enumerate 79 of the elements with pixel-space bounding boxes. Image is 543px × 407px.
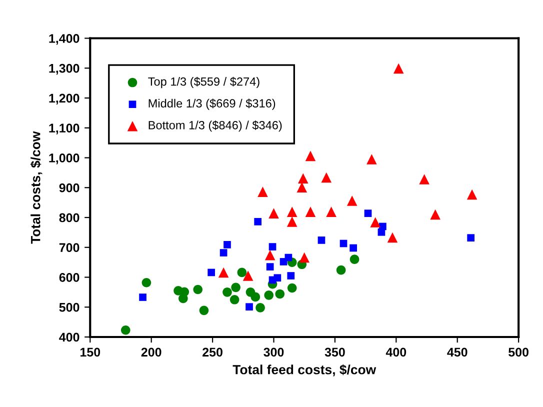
y-tick-label: 400 [59, 332, 80, 342]
point [366, 154, 377, 164]
point [254, 218, 262, 226]
point [305, 150, 316, 162]
point [287, 272, 295, 280]
x-tick-label: 450 [447, 348, 468, 357]
point [284, 254, 292, 262]
x-tick-label: 250 [202, 348, 222, 357]
point [231, 282, 240, 292]
point [264, 250, 276, 260]
point [467, 234, 474, 242]
point [178, 294, 188, 304]
legend-label: Middle 1/3 ($669 / $316) [148, 98, 276, 110]
point [274, 274, 282, 282]
point [286, 206, 298, 217]
point [237, 268, 247, 278]
point [250, 292, 260, 302]
point [222, 288, 232, 297]
x-tick-label: 400 [386, 348, 406, 357]
point [287, 283, 297, 293]
point [120, 325, 130, 335]
point [299, 252, 310, 263]
y-tick-label: 1,100 [49, 124, 80, 134]
x-axis-title: Total feed costs, $/cow [232, 364, 376, 376]
y-tick-label: 1,400 [49, 34, 80, 45]
point [296, 182, 308, 192]
point [218, 267, 229, 278]
point [378, 228, 386, 236]
y-tick-label: 1,000 [49, 154, 80, 164]
point [199, 306, 209, 316]
point [230, 294, 240, 304]
point [242, 270, 254, 281]
point [305, 206, 316, 217]
point [364, 210, 372, 217]
point [346, 196, 358, 206]
y-tick-label: 1,200 [49, 94, 80, 104]
point [142, 278, 152, 288]
point [224, 241, 231, 248]
point [220, 249, 228, 256]
point [318, 236, 326, 244]
point [266, 263, 274, 270]
point [387, 232, 398, 243]
x-tick-label: 350 [324, 348, 345, 357]
y-axis-title: Total costs, $/cow [30, 131, 42, 244]
point [264, 290, 274, 300]
legend-label: Bottom 1/3 ($846) / $346) [148, 120, 282, 132]
y-tick-label: 700 [59, 243, 80, 252]
point [268, 208, 279, 218]
point [286, 216, 298, 227]
point [256, 303, 265, 312]
x-tick-label: 200 [141, 348, 162, 357]
point [321, 172, 332, 183]
point [393, 63, 404, 74]
x-tick-label: 150 [80, 348, 100, 357]
point [298, 173, 308, 184]
point [275, 289, 285, 299]
point [350, 244, 357, 252]
point [326, 206, 336, 217]
point [419, 174, 430, 184]
x-tick-label: 300 [264, 348, 284, 357]
legend-label: Top 1/3 ($559 / $274) [148, 76, 260, 88]
point [139, 294, 146, 301]
point [193, 284, 203, 294]
y-tick-label: 500 [59, 302, 80, 312]
point [268, 243, 276, 250]
y-tick-label: 1,300 [49, 64, 80, 75]
x-tick-label: 500 [508, 348, 528, 357]
point [370, 217, 380, 228]
y-tick-label: 900 [59, 183, 80, 192]
point [336, 265, 346, 275]
point [246, 303, 253, 310]
point [430, 209, 440, 220]
point [258, 186, 268, 197]
point [340, 240, 348, 248]
point [466, 189, 478, 200]
point [208, 268, 215, 276]
y-tick-label: 600 [59, 273, 80, 282]
point [350, 254, 360, 264]
y-tick-label: 800 [59, 213, 80, 222]
